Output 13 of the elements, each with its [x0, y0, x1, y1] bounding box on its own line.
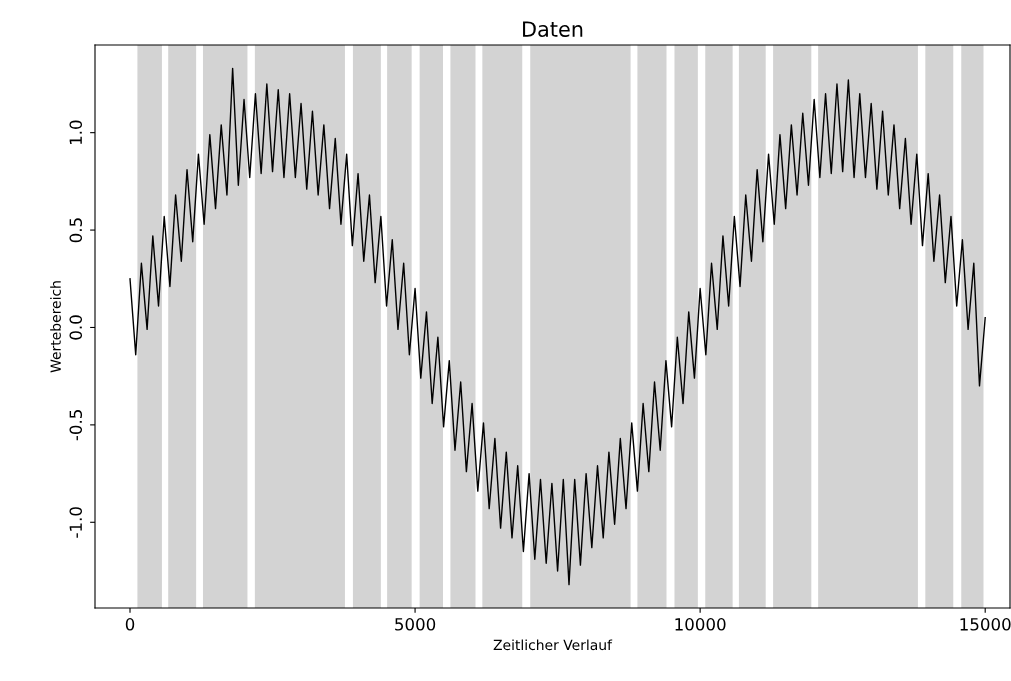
y-tick-label: 0.5	[69, 218, 83, 243]
x-tick-label: 5000	[395, 618, 436, 631]
x-axis-title: Zeitlicher Verlauf	[493, 639, 613, 651]
line-series	[129, 67, 986, 586]
x-tick-label: 15000	[960, 618, 1011, 631]
y-tick-label: -1.0	[69, 507, 83, 538]
y-tick-label: 1.0	[69, 120, 83, 145]
x-tick-label: 0	[125, 618, 135, 631]
y-tick-label: 0.0	[69, 315, 83, 340]
y-axis-title: Wertebereich	[50, 281, 61, 373]
x-tick-label: 10000	[675, 618, 726, 631]
y-tick-label: -0.5	[69, 410, 83, 441]
chart-title: Daten	[523, 21, 583, 37]
